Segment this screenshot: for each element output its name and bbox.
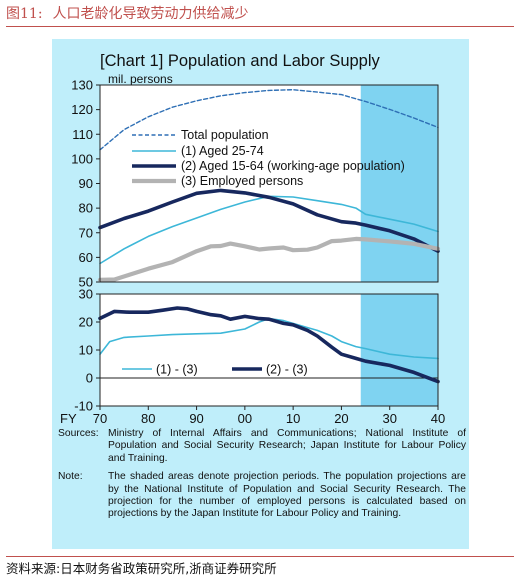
top-y-tick-label: 110 — [72, 127, 93, 142]
top-y-tick-label: 50 — [79, 275, 93, 290]
top-legend: Total population (1) Aged 25-74(2) Aged 1… — [132, 128, 405, 188]
top-y-tick-label: 60 — [79, 250, 93, 265]
legend-label-total: Total population — [181, 128, 269, 142]
sources-text: Ministry of Internal Affairs and Communi… — [108, 428, 466, 464]
source-footer: 资料来源:日本财务省政策研究所,浙商证券研究所 — [6, 561, 277, 576]
series-line-gap_1_3 — [99, 317, 439, 360]
sources-key: Sources: — [58, 428, 99, 439]
bottom-plot-frame — [99, 293, 439, 407]
x-tick-label: 30 — [382, 411, 396, 424]
y-axis-unit: mil. persons — [108, 72, 173, 86]
top-y-tick-label: 90 — [79, 176, 93, 191]
legend-label-gap_1_3: (1) - (3) — [156, 363, 198, 377]
x-tick-label: 00 — [238, 411, 252, 424]
x-tick-label: 70 — [93, 411, 107, 424]
figure-caption: 图11: 人口老龄化导致劳动力供给减少 — [6, 4, 514, 27]
x-axis-label: FY — [60, 411, 77, 424]
bottom-plot: -10 0 10 20 30 70 80 90 00 10 20 30 40 FY — [60, 287, 445, 425]
top-plot: 50 60 70 80 90 100 110 120 130 — [71, 78, 441, 290]
series-line-total — [99, 89, 439, 151]
x-tick-label: 80 — [141, 411, 155, 424]
note-key: Note: — [58, 471, 83, 483]
projection-note: Note: The shaded areas denote projection… — [58, 471, 466, 521]
series-line-aged_15_64 — [98, 188, 440, 253]
population-labor-chart: [Chart 1] Population and Labor Supply mi… — [60, 52, 445, 425]
x-tick-label: 10 — [286, 411, 300, 424]
figure-number: 图11: — [6, 6, 43, 22]
top-y-tick-label: 70 — [79, 225, 93, 240]
x-tick-label: 90 — [189, 411, 203, 424]
top-y-tick-label: 100 — [71, 151, 93, 166]
x-tick-label: 20 — [334, 411, 348, 424]
legend-label-aged_25_74: (1) Aged 25-74 — [181, 144, 264, 158]
footer-rule — [6, 556, 514, 557]
bottom-y-tick-label: 20 — [79, 315, 93, 330]
bottom-legend: (1) - (3) (2) - (3) — [122, 363, 308, 377]
legend-label-employed: (3) Employed persons — [181, 174, 303, 188]
bottom-y-tick-label: -10 — [74, 399, 93, 414]
legend-label-gap_2_3: (2) - (3) — [266, 363, 308, 377]
chart-panel: [Chart 1] Population and Labor Supply mi… — [52, 39, 469, 549]
bottom-y-tick-label: 30 — [79, 287, 93, 302]
series-line-aged_25_74 — [99, 195, 439, 265]
note-text: The shaded areas denote projection perio… — [108, 471, 466, 520]
top-plot-frame — [99, 84, 439, 283]
chart-notes: Sources: Ministry of Internal Affairs an… — [58, 428, 466, 527]
figure-title: 人口老龄化导致劳动力供给减少 — [52, 6, 249, 22]
bottom-y-tick-label: 10 — [79, 343, 93, 358]
chart-title: [Chart 1] Population and Labor Supply — [100, 52, 381, 70]
top-y-tick-label: 120 — [71, 102, 93, 117]
top-y-tick-label: 80 — [79, 201, 93, 216]
x-tick-label: 40 — [431, 411, 445, 424]
bottom-y-tick-label: 0 — [86, 371, 93, 386]
top-projection-shade — [360, 85, 438, 282]
series-line-employed — [97, 236, 441, 282]
top-y-tick-label: 130 — [71, 78, 93, 93]
legend-label-aged_15_64: (2) Aged 15-64 (working-age population) — [181, 159, 405, 173]
sources-note: Sources: Ministry of Internal Affairs an… — [58, 428, 466, 465]
series-line-gap_2_3 — [98, 306, 440, 384]
